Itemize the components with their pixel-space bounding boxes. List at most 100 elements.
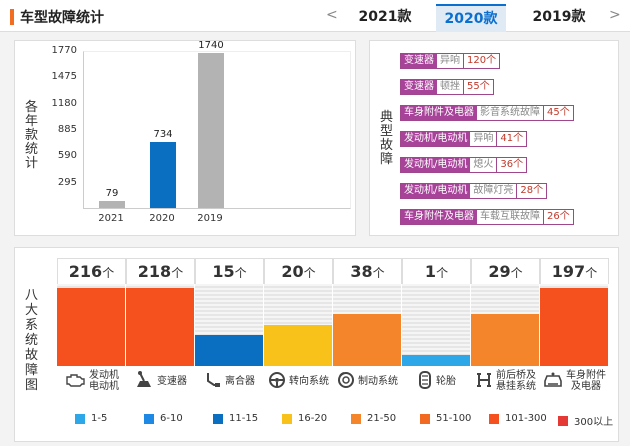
system-column[interactable]: 15个 离合器 [195,258,264,396]
legend-swatch [213,413,223,424]
typical-faults-panel: 典型故障 变速器 异响 120个 变速器 顿挫 55个 车身附件及电器 影音系统故障 45个 发动… [369,40,619,236]
fault-item[interactable]: 车身附件及电器 车载互联故障 26个 [400,209,574,225]
fault-count: 120个 [463,54,499,68]
fault-count: 55个 [463,80,493,94]
system-count-value: 218 [137,262,172,281]
next-arrow-icon[interactable]: > [609,7,621,23]
legend-swatch [282,413,292,424]
system-count-value: 29 [488,262,511,281]
system-level-area [402,284,471,366]
year-chart-panel: 各年款统计 1770 1475 1180 885 590 295 79 734 1740 20… [14,40,356,236]
fault-category: 发动机/电动机 [401,158,471,172]
system-count-value: 197 [551,262,586,281]
bar-2020[interactable] [150,142,176,208]
fault-item[interactable]: 车身附件及电器 影音系统故障 45个 [400,105,574,121]
system-name-cell: 制动系统 [333,366,402,396]
fault-count: 26个 [543,210,573,224]
legend-label: 21-50 [367,413,397,424]
tab-2019[interactable]: 2019款 [532,9,586,25]
page-title: 车型故障统计 [20,10,104,26]
fault-item[interactable]: 变速器 异响 120个 [400,53,501,69]
fault-category: 发动机/电动机 [401,184,471,198]
system-level-fill [126,288,194,366]
fault-description: 异响 [473,133,494,144]
tab-2020[interactable]: 2020款 [436,4,506,32]
system-name: 转向系统 [289,375,329,387]
system-count-unit: 个 [234,266,247,280]
system-count-unit: 个 [102,266,115,280]
legend-item: 300以上 [558,413,613,428]
tab-2021[interactable]: 2021款 [358,9,412,25]
system-column[interactable]: 216个 发动机 电动机 [57,258,126,396]
system-count: 1个 [402,258,471,284]
fault-item[interactable]: 发动机/电动机 熄火 36个 [400,157,528,173]
system-column[interactable]: 38个制动系统 [333,258,402,396]
fault-description: 顿挫 [440,81,460,92]
fault-count: 28个 [516,184,546,198]
bar-value-label: 79 [105,187,119,199]
legend-label: 16-20 [298,413,328,424]
system-column[interactable]: 197个车身附件 及电器 [540,258,609,396]
system-count-unit: 个 [585,266,598,280]
system-level-fill [402,355,470,366]
legend-item: 21-50 [351,413,396,424]
prev-arrow-icon[interactable]: < [326,7,338,23]
system-name-cell: 车身附件 及电器 [540,366,609,396]
legend-item: 51-100 [420,413,471,424]
fault-item[interactable]: 变速器 顿挫 55个 [400,79,494,95]
system-level-fill [195,334,263,366]
y-tick-label: 590 [57,150,77,162]
system-column[interactable]: 29个前后桥及 悬挂系统 [471,258,540,396]
legend-item: 16-20 [282,413,327,424]
system-level-area [333,284,402,366]
x-tick-label: 2019 [197,213,223,224]
fault-category: 发动机/电动机 [401,132,471,146]
fault-item[interactable]: 发动机/电动机 故障灯亮 28个 [400,183,548,199]
system-name: 发动机 电动机 [89,370,119,392]
fault-count: 41个 [496,132,526,146]
bar-2019[interactable] [198,52,224,208]
eight-systems-label: 八大系统故障图 [25,288,39,393]
clutch-icon [204,371,222,392]
system-level-area [264,284,333,366]
legend-swatch [489,413,499,424]
fault-description: 车载互联故障 [480,211,540,222]
system-column[interactable]: 1个轮胎 [402,258,471,396]
system-column[interactable]: 20个转向系统 [264,258,333,396]
fault-item[interactable]: 发动机/电动机 异响 41个 [400,131,528,147]
system-count-unit: 个 [510,266,523,280]
system-column[interactable]: 218个 变速器 [126,258,195,396]
suspension-icon [475,371,493,392]
system-count-unit: 个 [171,266,184,280]
system-count-value: 20 [281,262,304,281]
system-count: 38个 [333,258,402,284]
fault-description: 故障灯亮 [473,185,514,196]
fault-description: 熄火 [473,159,494,170]
system-level-area [471,284,540,366]
system-name: 轮胎 [436,375,456,387]
legend-label: 51-100 [436,413,472,424]
year-chart-ylabel: 各年款统计 [25,100,39,171]
fault-category: 变速器 [401,54,437,68]
legend-label: 101-300 [505,413,547,424]
system-count-unit: 个 [303,266,316,280]
bar-2021[interactable] [99,200,125,208]
system-name-cell: 前后桥及 悬挂系统 [471,366,540,396]
gear-shift-icon [134,370,154,392]
legend-item: 6-10 [144,413,183,424]
system-level-area [126,284,195,366]
system-level-fill [264,325,332,366]
system-level-fill [540,288,608,366]
y-tick-label: 295 [57,176,77,188]
system-level-fill [333,314,401,366]
y-tick-label: 1770 [51,45,77,56]
system-count-unit: 个 [372,266,385,280]
eight-systems-panel: 八大系统故障图 216个 发动机 电动机 218个 变速器 15个 离合器 20个 转向系统 3… [14,247,619,442]
bar-value-label: 1740 [198,39,224,51]
system-name: 制动系统 [358,375,398,387]
title-accent-bar [10,9,14,25]
system-level-area [195,284,264,366]
system-name-cell: 轮胎 [402,366,471,396]
system-count: 197个 [540,258,609,284]
legend-label: 1-5 [91,413,108,424]
